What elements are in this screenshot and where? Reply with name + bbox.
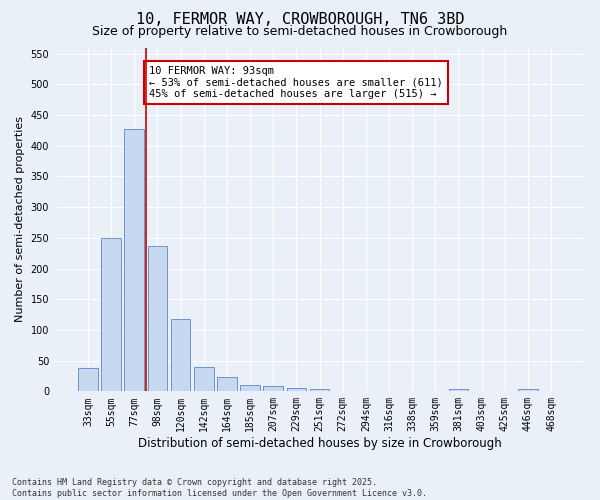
Bar (240, 385, 260, 392)
Text: Size of property relative to semi-detached houses in Crowborough: Size of property relative to semi-detach… (92, 25, 508, 38)
Bar (78, 368, 98, 392)
Bar (124, 128, 144, 392)
Bar (449, 390, 468, 392)
Bar (287, 388, 306, 392)
Bar (310, 389, 329, 392)
Bar (518, 389, 538, 392)
Bar (217, 376, 237, 392)
Text: 10, FERMOR WAY, CROWBOROUGH, TN6 3BD: 10, FERMOR WAY, CROWBOROUGH, TN6 3BD (136, 12, 464, 28)
X-axis label: Distribution of semi-detached houses by size in Crowborough: Distribution of semi-detached houses by … (137, 437, 502, 450)
Bar (263, 386, 283, 392)
Bar (101, 238, 121, 392)
Bar (148, 246, 167, 392)
Bar (171, 319, 190, 392)
Bar (194, 367, 214, 392)
Text: Contains HM Land Registry data © Crown copyright and database right 2025.
Contai: Contains HM Land Registry data © Crown c… (12, 478, 427, 498)
Y-axis label: Number of semi-detached properties: Number of semi-detached properties (15, 116, 25, 322)
Text: 10 FERMOR WAY: 93sqm
← 53% of semi-detached houses are smaller (611)
45% of semi: 10 FERMOR WAY: 93sqm ← 53% of semi-detac… (149, 66, 443, 99)
